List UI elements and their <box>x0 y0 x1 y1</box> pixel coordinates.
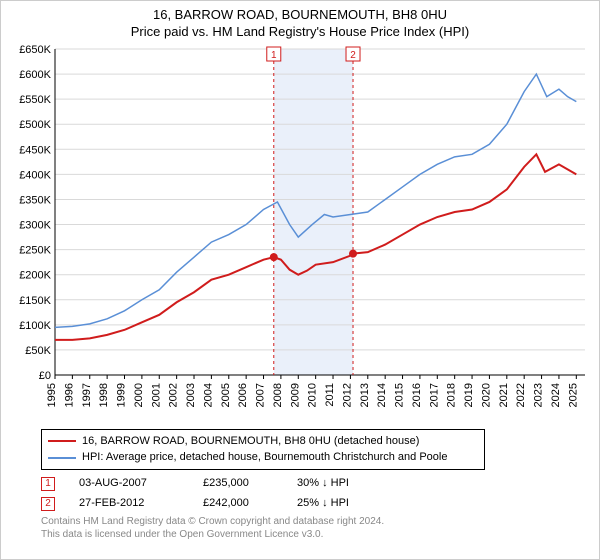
chart-area: £0 £50K £100K £150K £200K £250K £300K £350K £400… <box>11 45 589 425</box>
sale-hpi-diff: 30% ↓ HPI <box>297 474 387 494</box>
svg-text:1998: 1998 <box>98 383 110 407</box>
svg-text:£550K: £550K <box>19 94 51 106</box>
svg-text:2010: 2010 <box>307 383 319 407</box>
svg-text:2002: 2002 <box>168 383 180 407</box>
sale-price: £242,000 <box>203 494 273 514</box>
svg-text:2008: 2008 <box>272 383 284 407</box>
svg-text:2015: 2015 <box>394 383 406 407</box>
svg-text:£300K: £300K <box>19 219 51 231</box>
svg-text:1997: 1997 <box>81 383 93 407</box>
svg-text:1996: 1996 <box>63 383 75 407</box>
svg-text:2022: 2022 <box>515 383 527 407</box>
svg-text:£250K: £250K <box>19 245 51 257</box>
svg-text:2006: 2006 <box>237 383 249 407</box>
chart-title: 16, BARROW ROAD, BOURNEMOUTH, BH8 0HU <box>11 7 589 24</box>
svg-text:2000: 2000 <box>133 383 145 407</box>
svg-text:£150K: £150K <box>19 295 51 307</box>
legend-swatch <box>48 440 76 442</box>
svg-text:2017: 2017 <box>428 383 440 407</box>
sale-marker-badge: 2 <box>41 497 55 511</box>
svg-text:1995: 1995 <box>46 383 58 407</box>
svg-text:2007: 2007 <box>255 383 267 407</box>
sale-date: 27-FEB-2012 <box>79 494 179 514</box>
svg-text:2019: 2019 <box>463 383 475 407</box>
svg-text:2023: 2023 <box>533 383 545 407</box>
svg-text:1: 1 <box>271 50 277 61</box>
svg-text:1999: 1999 <box>116 383 128 407</box>
svg-text:£600K: £600K <box>19 69 51 81</box>
svg-text:£200K: £200K <box>19 270 51 282</box>
svg-text:2009: 2009 <box>289 383 301 407</box>
legend-swatch <box>48 457 76 459</box>
sale-row: 2 27-FEB-2012 £242,000 25% ↓ HPI <box>41 494 589 514</box>
license-line-2: This data is licensed under the Open Gov… <box>41 528 589 541</box>
license-line-1: Contains HM Land Registry data © Crown c… <box>41 515 589 528</box>
svg-text:£100K: £100K <box>19 320 51 332</box>
svg-text:£500K: £500K <box>19 119 51 131</box>
license-text: Contains HM Land Registry data © Crown c… <box>41 515 589 541</box>
svg-text:£350K: £350K <box>19 194 51 206</box>
svg-text:2003: 2003 <box>185 383 197 407</box>
svg-text:2005: 2005 <box>220 383 232 407</box>
sale-row: 1 03-AUG-2007 £235,000 30% ↓ HPI <box>41 474 589 494</box>
legend-row: 16, BARROW ROAD, BOURNEMOUTH, BH8 0HU (d… <box>48 433 478 450</box>
svg-text:2021: 2021 <box>498 383 510 407</box>
svg-text:2012: 2012 <box>341 383 353 407</box>
legend-label: HPI: Average price, detached house, Bour… <box>82 449 447 466</box>
svg-text:2018: 2018 <box>446 383 458 407</box>
svg-text:£50K: £50K <box>25 345 51 357</box>
svg-text:2025: 2025 <box>567 383 579 407</box>
sale-marker-badge: 1 <box>41 477 55 491</box>
sale-hpi-diff: 25% ↓ HPI <box>297 494 387 514</box>
chart-legend: 16, BARROW ROAD, BOURNEMOUTH, BH8 0HU (d… <box>41 429 485 470</box>
legend-label: 16, BARROW ROAD, BOURNEMOUTH, BH8 0HU (d… <box>82 433 419 450</box>
sale-date: 03-AUG-2007 <box>79 474 179 494</box>
svg-text:2020: 2020 <box>480 383 492 407</box>
svg-text:2013: 2013 <box>359 383 371 407</box>
sale-events-table: 1 03-AUG-2007 £235,000 30% ↓ HPI 2 27-FEB-201… <box>41 474 589 514</box>
svg-text:2011: 2011 <box>324 383 336 407</box>
price-chart-svg: £0 £50K £100K £150K £200K £250K £300K £350K £400… <box>11 45 589 425</box>
svg-text:2004: 2004 <box>202 383 214 407</box>
svg-text:2024: 2024 <box>550 383 562 407</box>
sale-price: £235,000 <box>203 474 273 494</box>
svg-text:£0: £0 <box>39 370 51 382</box>
legend-row: HPI: Average price, detached house, Bour… <box>48 449 478 466</box>
svg-text:£400K: £400K <box>19 169 51 181</box>
svg-text:2016: 2016 <box>411 383 423 407</box>
svg-text:2001: 2001 <box>150 383 162 407</box>
chart-subtitle: Price paid vs. HM Land Registry's House … <box>11 24 589 39</box>
svg-text:£450K: £450K <box>19 144 51 156</box>
page-root: 16, BARROW ROAD, BOURNEMOUTH, BH8 0HU Pr… <box>0 0 600 560</box>
svg-text:2014: 2014 <box>376 383 388 407</box>
svg-text:2: 2 <box>350 50 356 61</box>
svg-text:£650K: £650K <box>19 45 51 56</box>
